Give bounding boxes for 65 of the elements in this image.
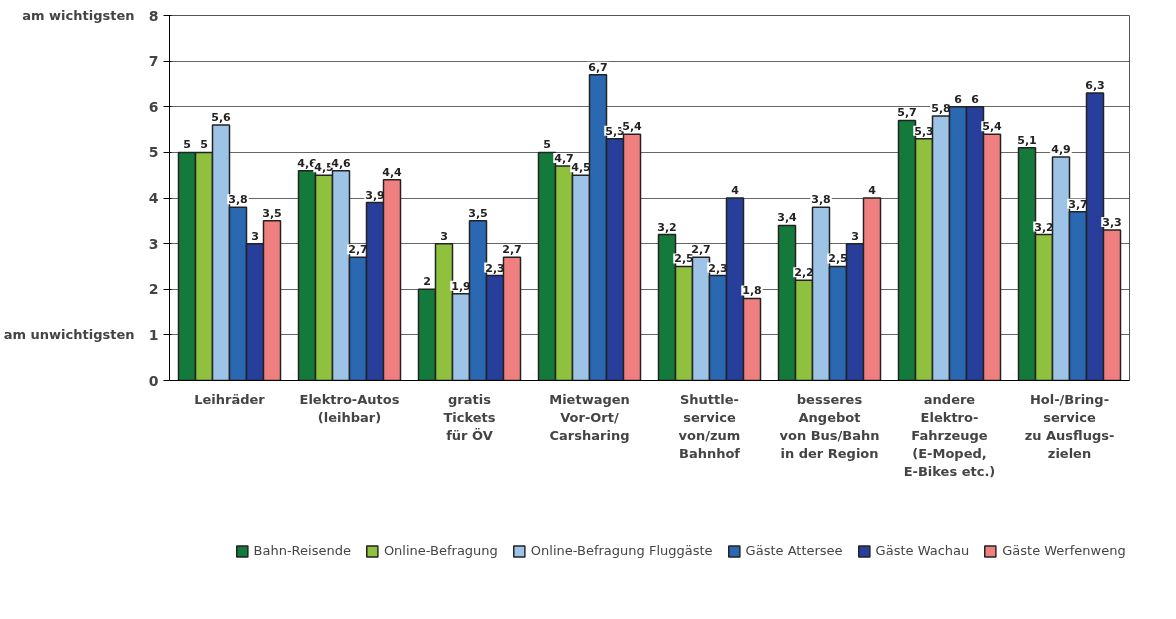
data-label: 6,3 <box>1085 79 1105 93</box>
data-label: 4,4 <box>382 165 403 179</box>
data-label: 5,4 <box>982 120 1003 134</box>
text: am wichtigsten <box>22 8 135 23</box>
y-tick-label: 5 <box>148 144 159 161</box>
data-label: 3,2 <box>657 220 677 234</box>
x-tick-label: Hol-/Bring- service zu Ausflugs- zielen <box>1024 391 1115 461</box>
legend-label: Bahn-Reisende <box>253 543 351 558</box>
data-label: 3,8 <box>228 193 248 207</box>
data-label: 4 <box>731 184 740 197</box>
legend-label: Online-Befragung Fluggäste <box>530 543 713 558</box>
data-label: 2 <box>423 275 431 289</box>
data-label: 2,3 <box>485 261 505 275</box>
data-label: 2,7 <box>348 243 368 257</box>
x-tick-label: Elektro-Autos (leihbar) <box>299 391 400 425</box>
data-label: 5 <box>543 138 551 152</box>
x-tick-label: Mietwagen Vor-Ort/ Carsharing <box>549 391 630 443</box>
data-label: 1,8 <box>742 284 762 298</box>
legend-label: Gäste Attersee <box>745 543 843 558</box>
data-label: 3,4 <box>777 211 798 225</box>
data-label: 4,7 <box>554 152 574 166</box>
data-label: 2,5 <box>674 252 694 266</box>
x-tick-label: Leihräder <box>194 391 266 407</box>
y-tick-label: 4 <box>148 190 159 206</box>
data-label: 6 <box>971 92 980 106</box>
x-tick-label: Shuttle- service von/zum Bahnhof <box>678 391 741 461</box>
data-label: 3,7 <box>1068 197 1088 211</box>
data-label: 3,8 <box>811 193 831 207</box>
y-tick-label: 1 <box>148 326 159 343</box>
legend-label: Online-Befragung <box>383 543 498 558</box>
y-tick-label: 6 <box>148 98 159 115</box>
data-label: 5 <box>183 138 191 152</box>
y-tick-label: 0 <box>148 372 159 389</box>
data-label: 4 <box>868 184 877 197</box>
data-label: 5,1 <box>1017 133 1037 147</box>
legend-label: Gäste Wachau <box>875 543 970 558</box>
data-label: 5,7 <box>897 106 917 120</box>
data-label: 3,5 <box>262 206 282 220</box>
data-label: 4,6 <box>331 156 352 170</box>
data-label: 2,3 <box>708 261 728 275</box>
y-tick-label: 8 <box>148 7 159 24</box>
data-label: 3 <box>251 229 259 243</box>
y-tick-label: 2 <box>148 281 159 298</box>
x-tick-label: andere Elektro- Fahrzeuge (E-Moped, E-Bikes etc.) <box>903 391 996 479</box>
y-tick-label: 7 <box>148 53 159 70</box>
text: am unwichtigsten <box>3 327 135 343</box>
y-tick-label: 3 <box>148 235 159 252</box>
data-label: 3 <box>440 229 448 243</box>
x-tick-label: besseres Angebot von Bus/Bahn in der Region <box>779 391 880 461</box>
data-label: 4,9 <box>1051 142 1071 156</box>
data-label: 3,2 <box>1034 220 1054 234</box>
data-label: 2,7 <box>691 243 711 257</box>
data-label: 6 <box>954 92 963 106</box>
data-label: 5,3 <box>914 124 934 138</box>
data-label: 5 <box>200 138 208 152</box>
data-label: 3 <box>851 229 859 243</box>
data-label: 2,5 <box>828 252 848 266</box>
data-label: 6,7 <box>588 60 608 74</box>
data-label: 2,7 <box>502 243 522 257</box>
data-label: 5,6 <box>211 111 232 124</box>
data-label: 2,2 <box>794 266 814 280</box>
legend-label: Gäste Werfenweng <box>1002 543 1126 558</box>
x-tick-label: gratis Tickets für ÖV <box>443 391 496 443</box>
data-label: 3,3 <box>1102 215 1122 229</box>
data-label: 3,5 <box>468 206 488 220</box>
